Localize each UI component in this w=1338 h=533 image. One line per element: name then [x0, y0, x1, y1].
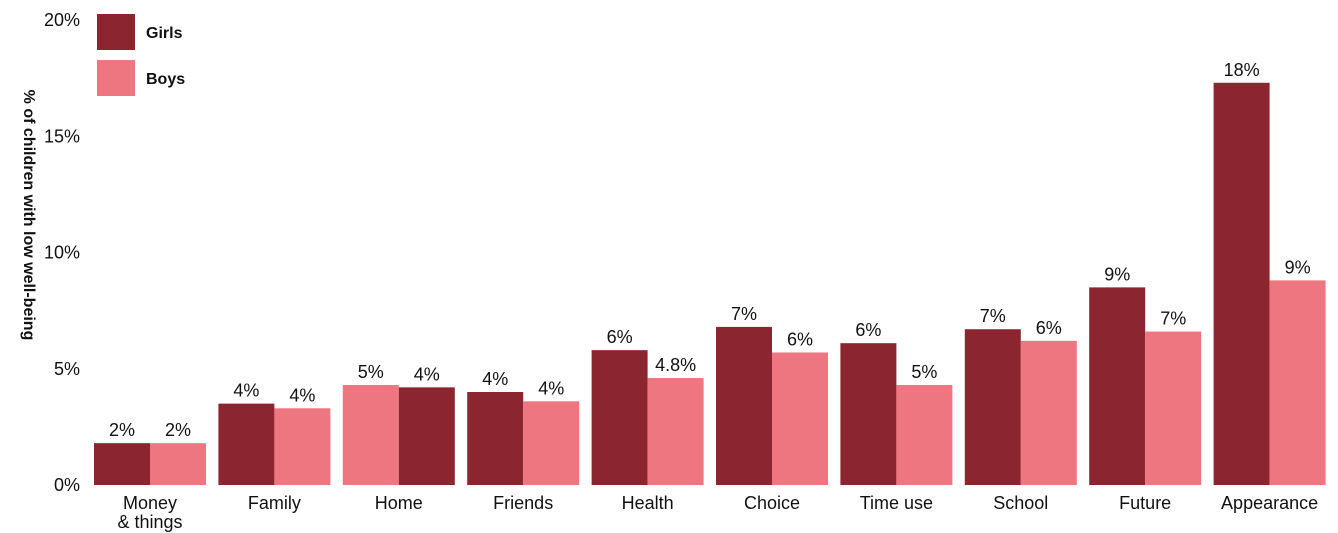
data-label-girls: 4%: [233, 381, 259, 401]
y-tick-label: 10%: [44, 243, 80, 263]
data-label-boys: 5%: [358, 362, 384, 382]
data-label-boys: 4%: [289, 385, 315, 405]
bar-boys: [1145, 331, 1202, 485]
bars: [94, 82, 1326, 486]
category-label: Money & things: [117, 493, 182, 532]
legend-swatch-girls: [97, 14, 135, 50]
bar-boys: [523, 401, 580, 485]
bar-girls: [1213, 82, 1270, 486]
category-label: Choice: [744, 493, 800, 513]
bar-girls: [218, 403, 275, 485]
bar-boys: [1269, 280, 1326, 485]
bar-boys: [896, 385, 953, 485]
data-label-girls: 7%: [731, 304, 757, 324]
legend-label-girls: Girls: [146, 25, 183, 42]
data-label-boys: 5%: [911, 362, 937, 382]
bar-girls: [591, 350, 648, 485]
legend-label-boys: Boys: [146, 71, 185, 88]
bar-boys: [342, 385, 399, 485]
data-labels: 2% 2% 4% 4% 5% 4% 4% 4% 6% 4.8% 7% 6% 6% 5% 7% 6% 9% 7% 18…: [109, 60, 1311, 440]
data-label-boys: 6%: [1036, 318, 1062, 338]
bar-girls: [716, 326, 772, 485]
y-tick-label: 20%: [44, 10, 80, 30]
category-label: Friends: [493, 493, 553, 513]
category-label: Appearance: [1221, 493, 1318, 513]
y-axis-label: % of children with low well-being: [20, 90, 37, 341]
data-label-girls: 6%: [607, 327, 633, 347]
bar-boys: [772, 352, 828, 485]
data-label-boys: 4%: [538, 378, 564, 398]
category-label: Health: [622, 493, 674, 513]
bar-boys: [274, 408, 331, 485]
category-label: Home: [375, 493, 423, 513]
legend-swatch-boys: [97, 60, 135, 96]
category-label: Family: [248, 493, 301, 513]
data-label-girls: 18%: [1224, 60, 1260, 80]
bar-girls: [840, 343, 897, 485]
data-label-boys: 2%: [165, 420, 191, 440]
bar-boys: [1020, 340, 1077, 485]
category-label: Future: [1119, 493, 1171, 513]
data-label-girls: 9%: [1104, 264, 1130, 284]
y-tick-label: 0%: [54, 475, 80, 495]
data-label-girls: 2%: [109, 420, 135, 440]
data-label-boys: 4.8%: [655, 355, 696, 375]
bar-boys: [150, 443, 206, 485]
y-tick-label: 15%: [44, 126, 80, 146]
bar-girls: [467, 392, 524, 485]
bar-girls: [94, 443, 150, 485]
data-label-boys: 7%: [1160, 309, 1186, 329]
legend: Girls Boys: [97, 14, 185, 96]
category-label: School: [993, 493, 1048, 513]
data-label-girls: 6%: [855, 320, 881, 340]
bar-girls: [1089, 287, 1146, 485]
data-label-girls: 4%: [414, 364, 440, 384]
bar-boys: [647, 378, 704, 485]
data-label-boys: 6%: [787, 329, 813, 349]
category-labels: Money & things Family Home Friends Health Choi…: [117, 493, 1318, 532]
bar-girls: [398, 387, 455, 485]
bar-girls: [964, 329, 1021, 485]
data-label-girls: 4%: [482, 369, 508, 389]
data-label-boys: 9%: [1285, 257, 1311, 277]
data-label-girls: 7%: [980, 306, 1006, 326]
y-axis-ticks: 0% 5% 10% 15% 20%: [44, 10, 80, 495]
category-label: Time use: [860, 493, 933, 513]
y-tick-label: 5%: [54, 359, 80, 379]
